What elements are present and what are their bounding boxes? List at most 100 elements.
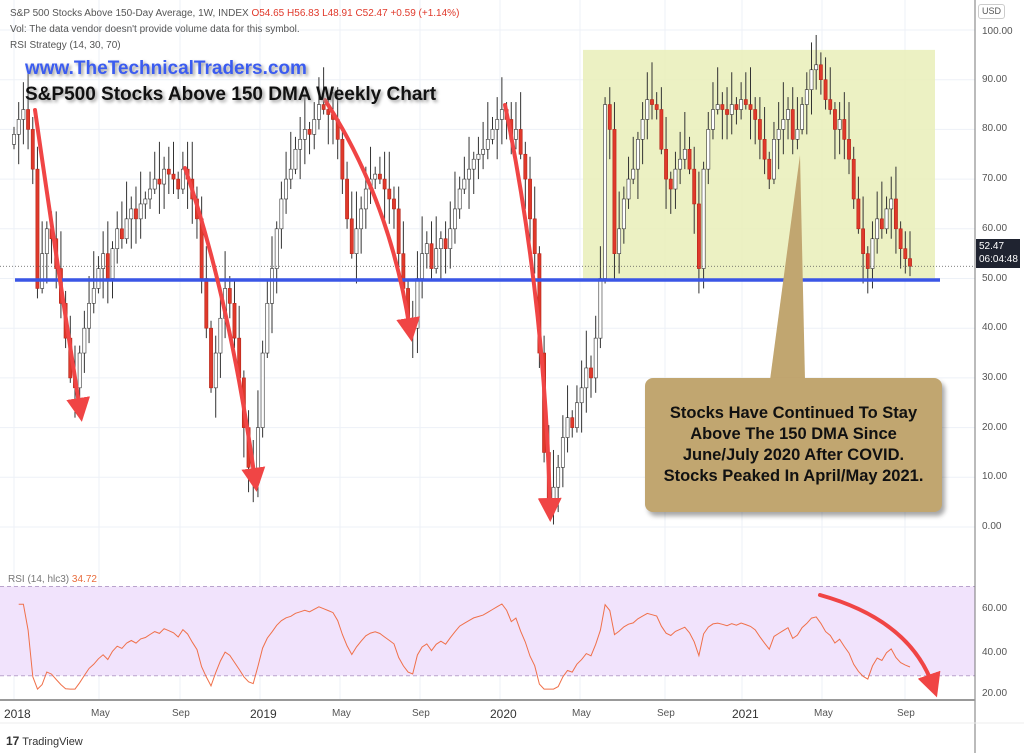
candle xyxy=(129,196,134,249)
candle-body xyxy=(77,352,82,389)
volume-legend: Vol: The data vendor doesn't provide vol… xyxy=(10,24,300,35)
candle-body xyxy=(790,109,795,140)
candle-body xyxy=(44,228,49,254)
candle-body xyxy=(617,228,622,254)
candle-body xyxy=(645,99,650,120)
strategy-legend[interactable]: RSI Strategy (14, 30, 70) xyxy=(10,40,121,51)
candle-body xyxy=(119,228,124,240)
candle-body xyxy=(560,437,565,468)
candle-body xyxy=(706,129,711,170)
candle xyxy=(307,121,312,155)
candle xyxy=(157,141,162,214)
candle-body xyxy=(396,208,401,254)
candle xyxy=(349,191,354,259)
candle-body xyxy=(382,178,387,190)
candle xyxy=(800,97,805,135)
candle xyxy=(424,231,429,269)
rsi-legend[interactable]: RSI (14, hlc3) 34.72 xyxy=(8,574,97,586)
candle xyxy=(772,121,776,185)
candle-body xyxy=(879,218,884,230)
candle xyxy=(589,355,593,398)
candle-body xyxy=(298,139,303,150)
candle-body xyxy=(293,148,298,170)
candle xyxy=(213,335,218,418)
candle xyxy=(274,221,279,294)
candle xyxy=(448,201,453,269)
candle xyxy=(645,72,650,140)
candle xyxy=(171,141,176,195)
time-tick: May xyxy=(572,708,591,719)
candle xyxy=(692,146,697,234)
candle-body xyxy=(692,168,697,205)
candle xyxy=(467,136,471,209)
candle xyxy=(668,171,673,214)
trend-arrow xyxy=(503,103,562,522)
candle xyxy=(762,107,767,175)
time-tick: Sep xyxy=(657,708,675,719)
candle-body xyxy=(434,248,439,269)
candle xyxy=(26,72,30,150)
candle xyxy=(593,315,598,393)
candle xyxy=(570,410,575,438)
candle-body xyxy=(833,109,837,130)
candle-body xyxy=(870,238,875,269)
candle xyxy=(870,221,875,289)
candle-body xyxy=(321,104,326,110)
candle-body xyxy=(302,129,307,140)
rsi-tick: 20.00 xyxy=(982,688,1008,699)
candle xyxy=(293,136,298,175)
price-tick: 10.00 xyxy=(982,471,1008,483)
candle xyxy=(396,186,401,269)
symbol-title: S&P 500 Stocks Above 150-Day Average, 1W… xyxy=(10,8,249,19)
candle xyxy=(828,67,833,115)
trend-arrows xyxy=(33,98,941,698)
candle-body xyxy=(143,198,148,205)
candle xyxy=(21,82,26,145)
candle-body xyxy=(307,129,312,135)
candle-body xyxy=(800,104,805,130)
candle xyxy=(105,221,110,304)
candle-body xyxy=(739,99,744,110)
candle-body xyxy=(837,119,842,130)
candle-body xyxy=(762,139,767,160)
currency-button[interactable]: USD xyxy=(978,4,1006,19)
candle xyxy=(556,454,561,513)
candle xyxy=(865,246,870,294)
candle-body xyxy=(157,178,162,185)
candle-body xyxy=(701,168,706,269)
candle xyxy=(809,42,814,115)
candle xyxy=(359,196,364,254)
candle-body xyxy=(767,158,772,180)
candle-body xyxy=(424,243,429,254)
candle-body xyxy=(607,104,612,130)
candle xyxy=(659,87,664,155)
tradingview-logo[interactable]: 17 TradingView xyxy=(6,735,83,749)
candle-body xyxy=(903,248,908,259)
candle-body xyxy=(678,158,683,170)
candle xyxy=(842,92,847,160)
candle xyxy=(378,156,382,185)
candle-body xyxy=(551,486,556,503)
candle-body xyxy=(659,109,664,150)
candle xyxy=(485,102,490,160)
candle-body xyxy=(682,148,687,160)
candle-body xyxy=(218,317,223,354)
candle xyxy=(748,67,753,140)
candle-body xyxy=(415,278,420,329)
candle-body xyxy=(556,467,561,488)
candle xyxy=(119,201,124,249)
candle-body xyxy=(392,198,396,210)
candle-body xyxy=(260,352,265,428)
candle-body xyxy=(204,278,209,329)
candle-body xyxy=(804,89,809,105)
candle-body xyxy=(40,253,45,289)
candle xyxy=(209,320,213,393)
candle xyxy=(851,146,856,209)
candle xyxy=(91,251,96,314)
time-tick: 2021 xyxy=(732,707,759,721)
candle-body xyxy=(232,303,237,339)
candle-body xyxy=(875,218,880,240)
candle xyxy=(481,121,486,170)
